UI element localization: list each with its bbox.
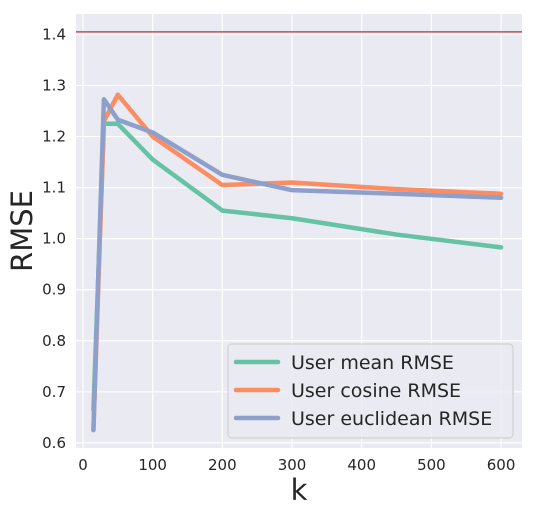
y-tick-label-4: 1.0 — [42, 230, 66, 248]
x-tick-label-6: 600 — [487, 456, 516, 474]
series-line-1 — [91, 92, 504, 433]
y-tick-label-1: 0.7 — [42, 383, 66, 401]
x-axis-label: k — [291, 473, 308, 507]
y-tick-label-3: 0.9 — [42, 281, 66, 299]
y-tick-label-6: 1.2 — [42, 128, 66, 146]
x-tick-label-2: 200 — [208, 456, 237, 474]
series-line-2 — [91, 97, 504, 433]
y-tick-labels: 0.6 0.7 0.8 0.9 1.0 1.1 1.2 1.3 1.4 — [42, 25, 66, 451]
series-line-0 — [91, 121, 504, 412]
x-tick-label-1: 100 — [138, 456, 167, 474]
x-tick-label-4: 400 — [347, 456, 376, 474]
legend-label-0: User mean RMSE — [291, 352, 454, 374]
series-lines — [91, 92, 504, 433]
legend-frame — [227, 343, 514, 439]
x-tick-label-3: 300 — [278, 456, 307, 474]
y-tick-label-8: 1.4 — [42, 25, 66, 43]
y-tick-label-7: 1.3 — [42, 76, 66, 94]
legend: User mean RMSE User cosine RMSE User eucli… — [227, 343, 514, 439]
y-tick-label-0: 0.6 — [42, 434, 66, 452]
legend-label-2: User euclidean RMSE — [291, 408, 492, 430]
legend-label-1: User cosine RMSE — [291, 380, 461, 402]
y-axis-label: RMSE — [5, 190, 39, 272]
x-tick-labels: 0 100 200 300 400 500 600 — [78, 456, 515, 474]
x-tick-label-5: 500 — [417, 456, 446, 474]
grid-lines — [76, 14, 522, 448]
x-tick-label-0: 0 — [78, 456, 88, 474]
y-tick-label-5: 1.1 — [42, 179, 66, 197]
y-tick-label-2: 0.8 — [42, 332, 66, 350]
